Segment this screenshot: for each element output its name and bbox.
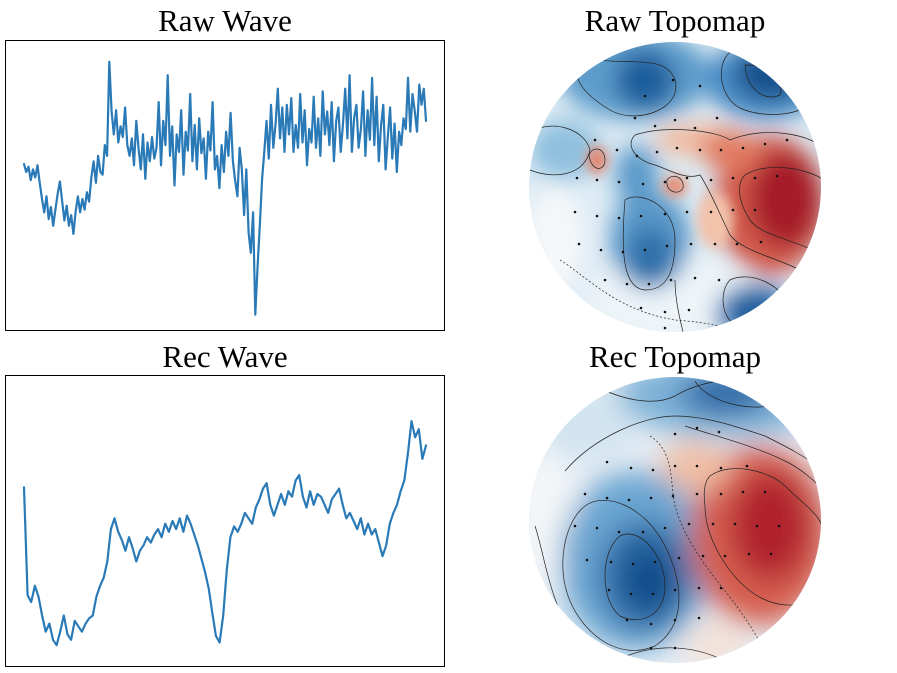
rec-topomap-title: Rec Topomap: [588, 339, 762, 374]
raw-wave-title: Raw Wave: [158, 3, 292, 38]
rec-wave-plot-frame: [5, 375, 445, 667]
rec-wave-title: Rec Wave: [162, 339, 288, 374]
raw-wave-line: [22, 60, 428, 316]
rec-topomap: [529, 377, 821, 663]
raw-topomap: [529, 42, 821, 332]
raw-wave-plot-frame: [5, 40, 445, 331]
raw-wave-plot: [22, 60, 428, 316]
rec-wave-plot: [22, 419, 428, 647]
rec-wave-line: [22, 419, 428, 647]
raw-topomap-title: Raw Topomap: [584, 3, 766, 38]
